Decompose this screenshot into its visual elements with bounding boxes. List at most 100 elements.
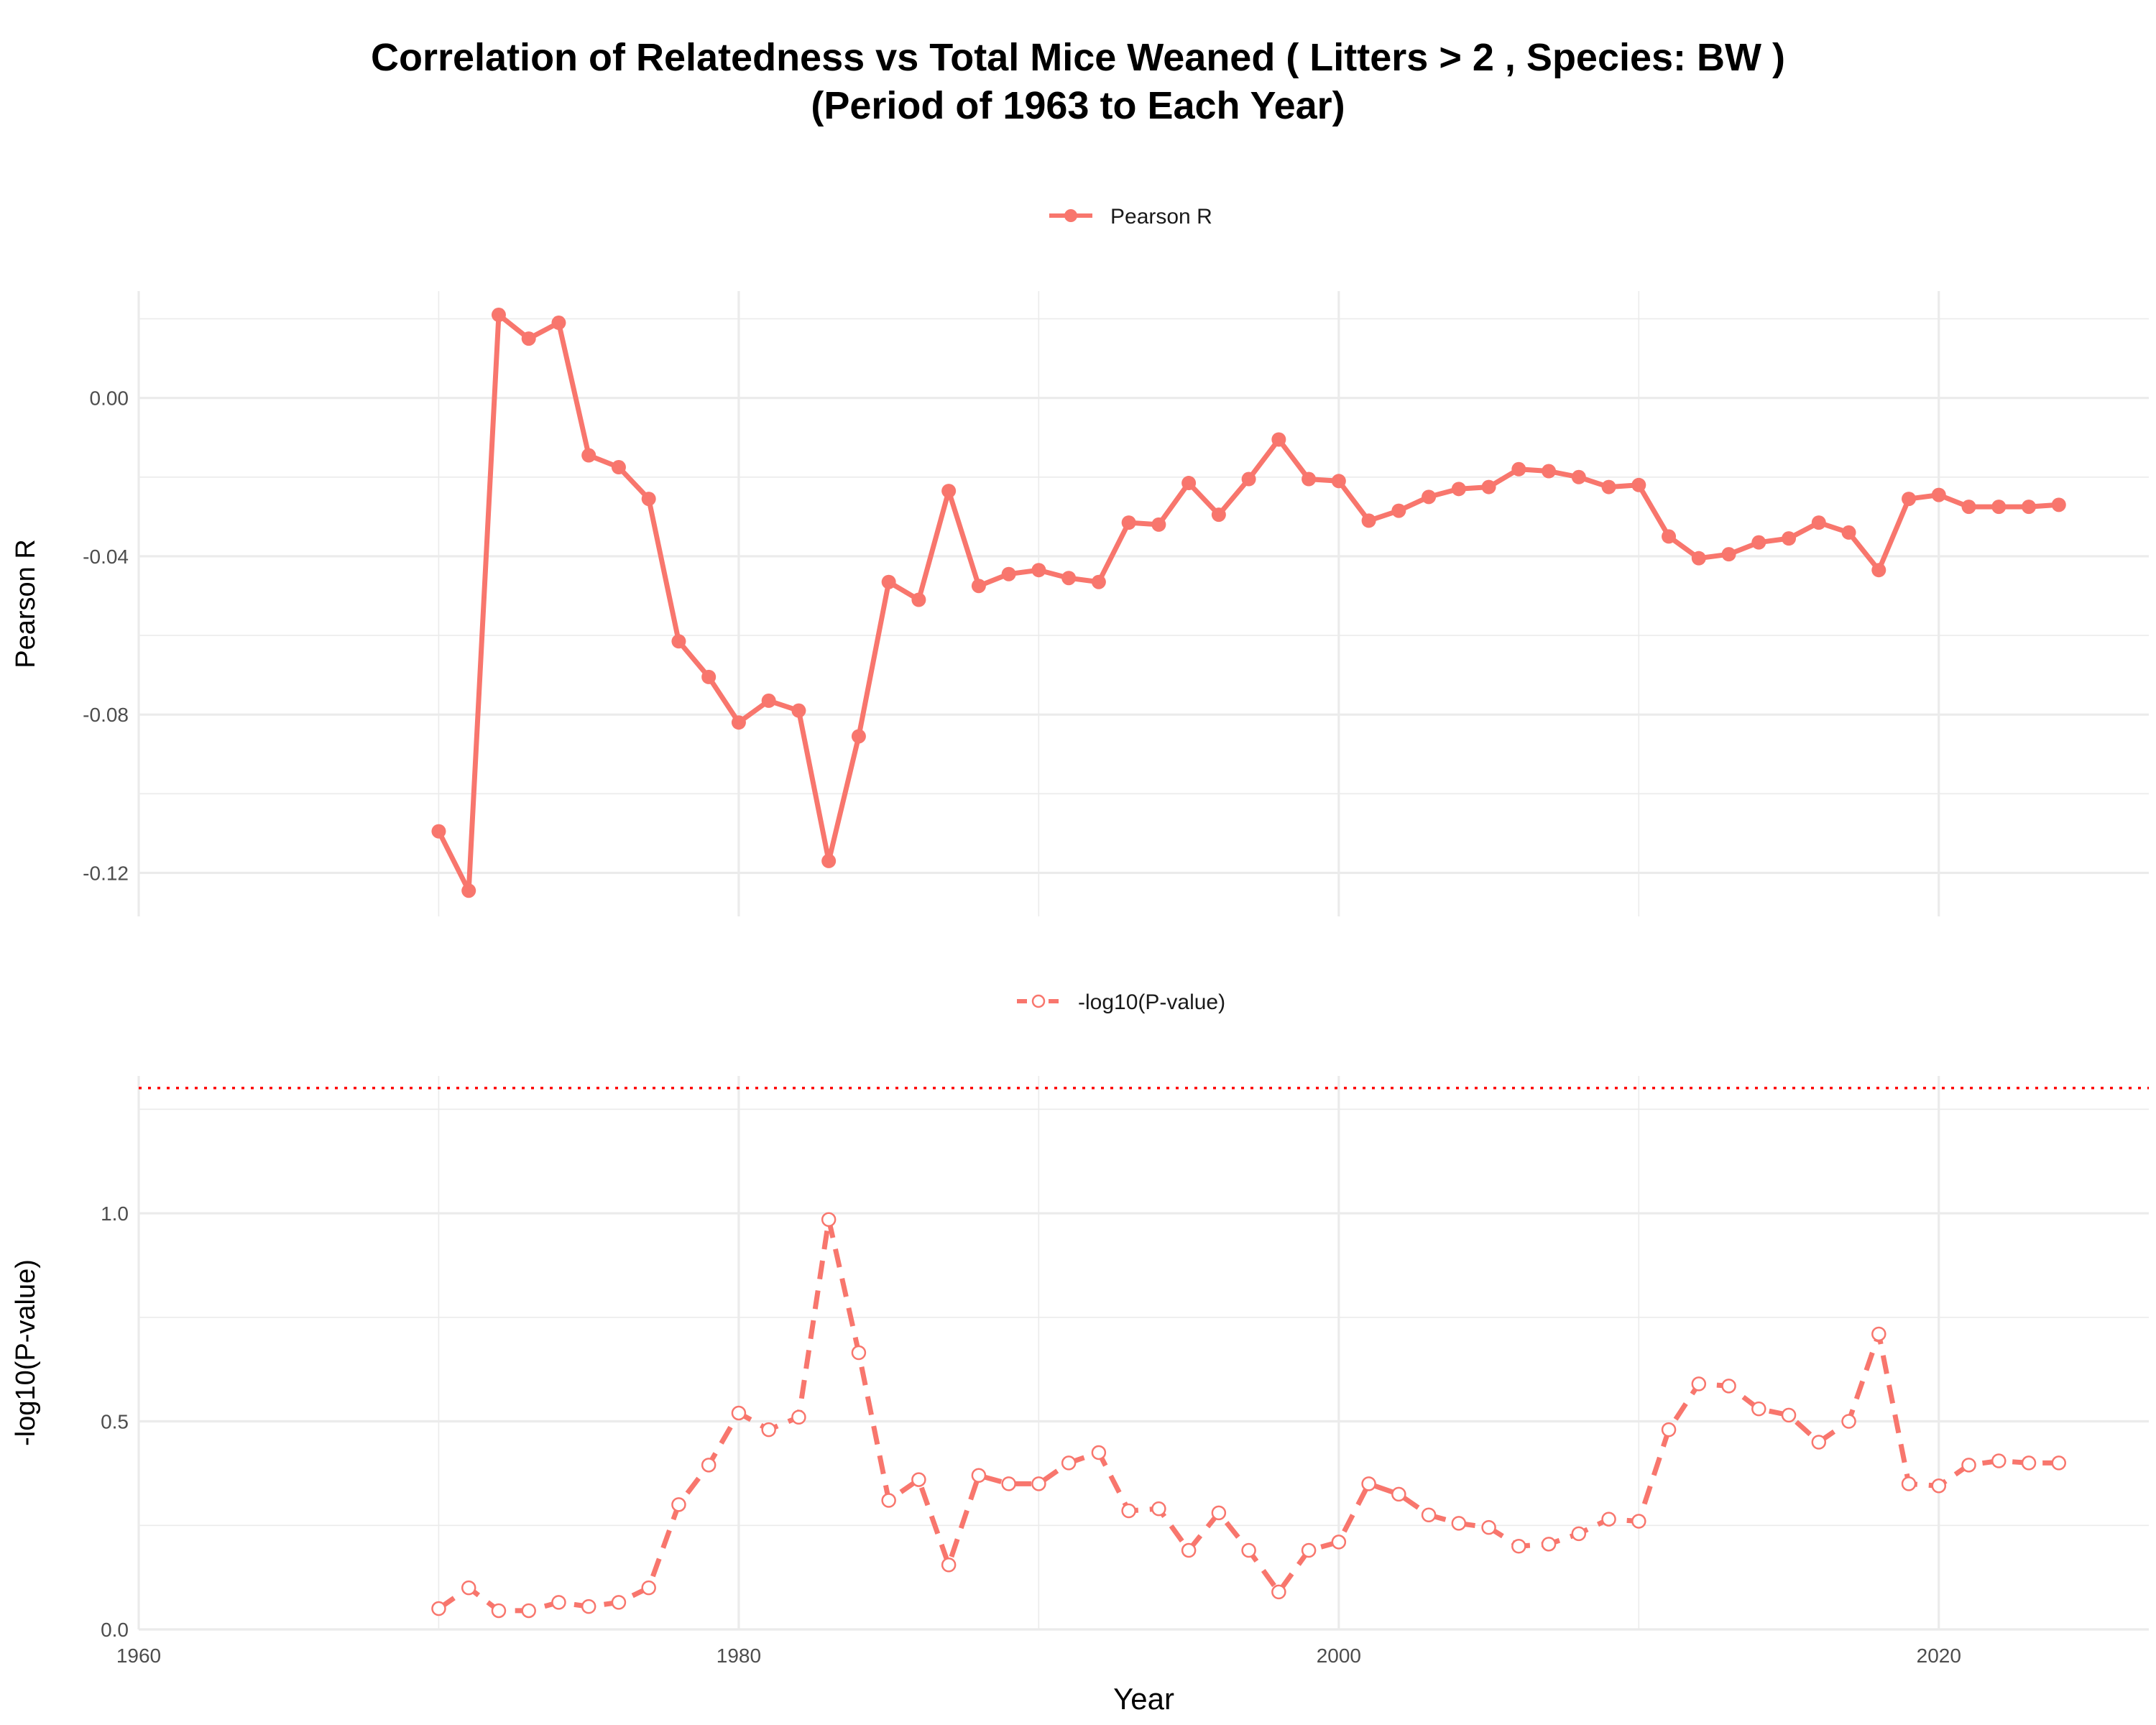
x-tick-label: 1980 [717,1644,761,1667]
chart-title-line-1: Correlation of Relatedness vs Total Mice… [371,36,1785,79]
top-legend-key-point [1064,209,1077,222]
data-point [1931,1478,1947,1494]
data-point [1241,472,1256,487]
data-point [431,824,446,839]
data-point [1361,513,1376,528]
data-point [761,1422,776,1438]
data-point [971,579,986,594]
data-point [1541,1537,1557,1552]
data-point [461,883,476,898]
data-point [1601,1512,1616,1527]
top-grid [137,291,2149,916]
data-point [1181,476,1197,491]
data-point [1871,1326,1886,1342]
data-point [1631,477,1646,492]
data-point [1571,469,1586,484]
data-point [1331,1535,1347,1550]
data-point [1991,500,2007,515]
bottom-legend-key-point [1031,994,1046,1008]
data-point [1631,1514,1646,1529]
data-point [521,331,536,346]
data-point [1361,1476,1376,1491]
data-point [1331,474,1346,489]
data-point [581,1598,596,1614]
data-point [1991,1453,2007,1468]
data-point [1691,1376,1707,1392]
panel-neg-log10-p: -log10(P-value) 0.0 0.5 1.0 1960 1980 2000 20… [11,990,2149,1716]
data-point [1841,525,1856,540]
bottom-series-points [431,1212,2067,1619]
bottom-y-tick-labels: 0.0 0.5 1.0 [101,1202,129,1641]
data-point [671,1497,686,1512]
top-y-tick-labels: 0.00 -0.04 -0.08 -0.12 [83,387,129,885]
data-point [1451,1516,1467,1531]
data-point [1091,574,1106,589]
y-tick-label: -0.12 [83,862,129,884]
data-point [551,316,566,331]
data-point [1121,515,1136,530]
y-tick-label: -0.04 [83,546,129,568]
data-point [1961,1458,1976,1473]
y-tick-label: -0.08 [83,704,129,726]
chart-title-line-2: (Period of 1963 to Each Year) [811,84,1345,127]
data-point [1751,535,1766,550]
top-series-line [436,312,2062,893]
data-point [911,1472,926,1487]
data-point [671,634,686,649]
data-point [1271,1584,1286,1600]
data-point [1841,1414,1856,1429]
data-point [1302,472,1317,487]
data-point [1811,515,1826,530]
data-point [1422,489,1437,505]
y-tick-label: 1.0 [101,1202,129,1225]
data-point [1181,1542,1197,1558]
data-point [731,715,746,730]
data-point [1391,503,1406,518]
data-point [1031,563,1046,578]
data-point [1091,1445,1107,1460]
data-point [1811,1435,1827,1450]
data-point [1151,517,1166,532]
data-point [1931,487,1946,502]
data-point [1902,492,1917,507]
data-point [1061,1455,1077,1471]
data-point [1721,547,1736,562]
data-point [701,669,717,684]
data-point [611,1595,627,1610]
data-point [2051,1455,2067,1471]
top-y-axis-title: Pearson R [11,539,41,668]
data-point [1601,479,1616,494]
data-point [2022,500,2037,515]
bottom-legend-label: -log10(P-value) [1078,990,1225,1014]
x-tick-label: 2000 [1317,1644,1361,1667]
data-point [1031,1476,1046,1491]
data-point [941,1558,957,1573]
data-point [1211,507,1226,523]
data-point [1781,1407,1797,1423]
data-point [1391,1486,1406,1502]
data-point [1481,479,1496,494]
data-point [1481,1519,1496,1535]
data-point [641,1580,656,1596]
data-point [461,1580,476,1596]
x-axis-title: Year [1113,1682,1174,1716]
data-point [971,1468,987,1484]
data-point [2021,1455,2037,1471]
data-point [1871,563,1886,578]
data-point [581,448,596,463]
data-point [431,1601,446,1616]
data-point [911,592,926,607]
data-point [491,1603,507,1619]
data-point [1721,1379,1736,1394]
top-series-points [431,308,2066,898]
data-point [1782,531,1797,546]
top-legend-label: Pearson R [1110,205,1212,229]
bottom-x-tick-labels: 1960 1980 2000 2020 [116,1644,1961,1667]
data-point [1241,1542,1256,1558]
data-point [1511,1538,1526,1554]
data-point [1211,1505,1227,1521]
data-point [1451,482,1466,497]
y-tick-label: 0.0 [101,1619,129,1641]
data-point [1961,500,1976,515]
